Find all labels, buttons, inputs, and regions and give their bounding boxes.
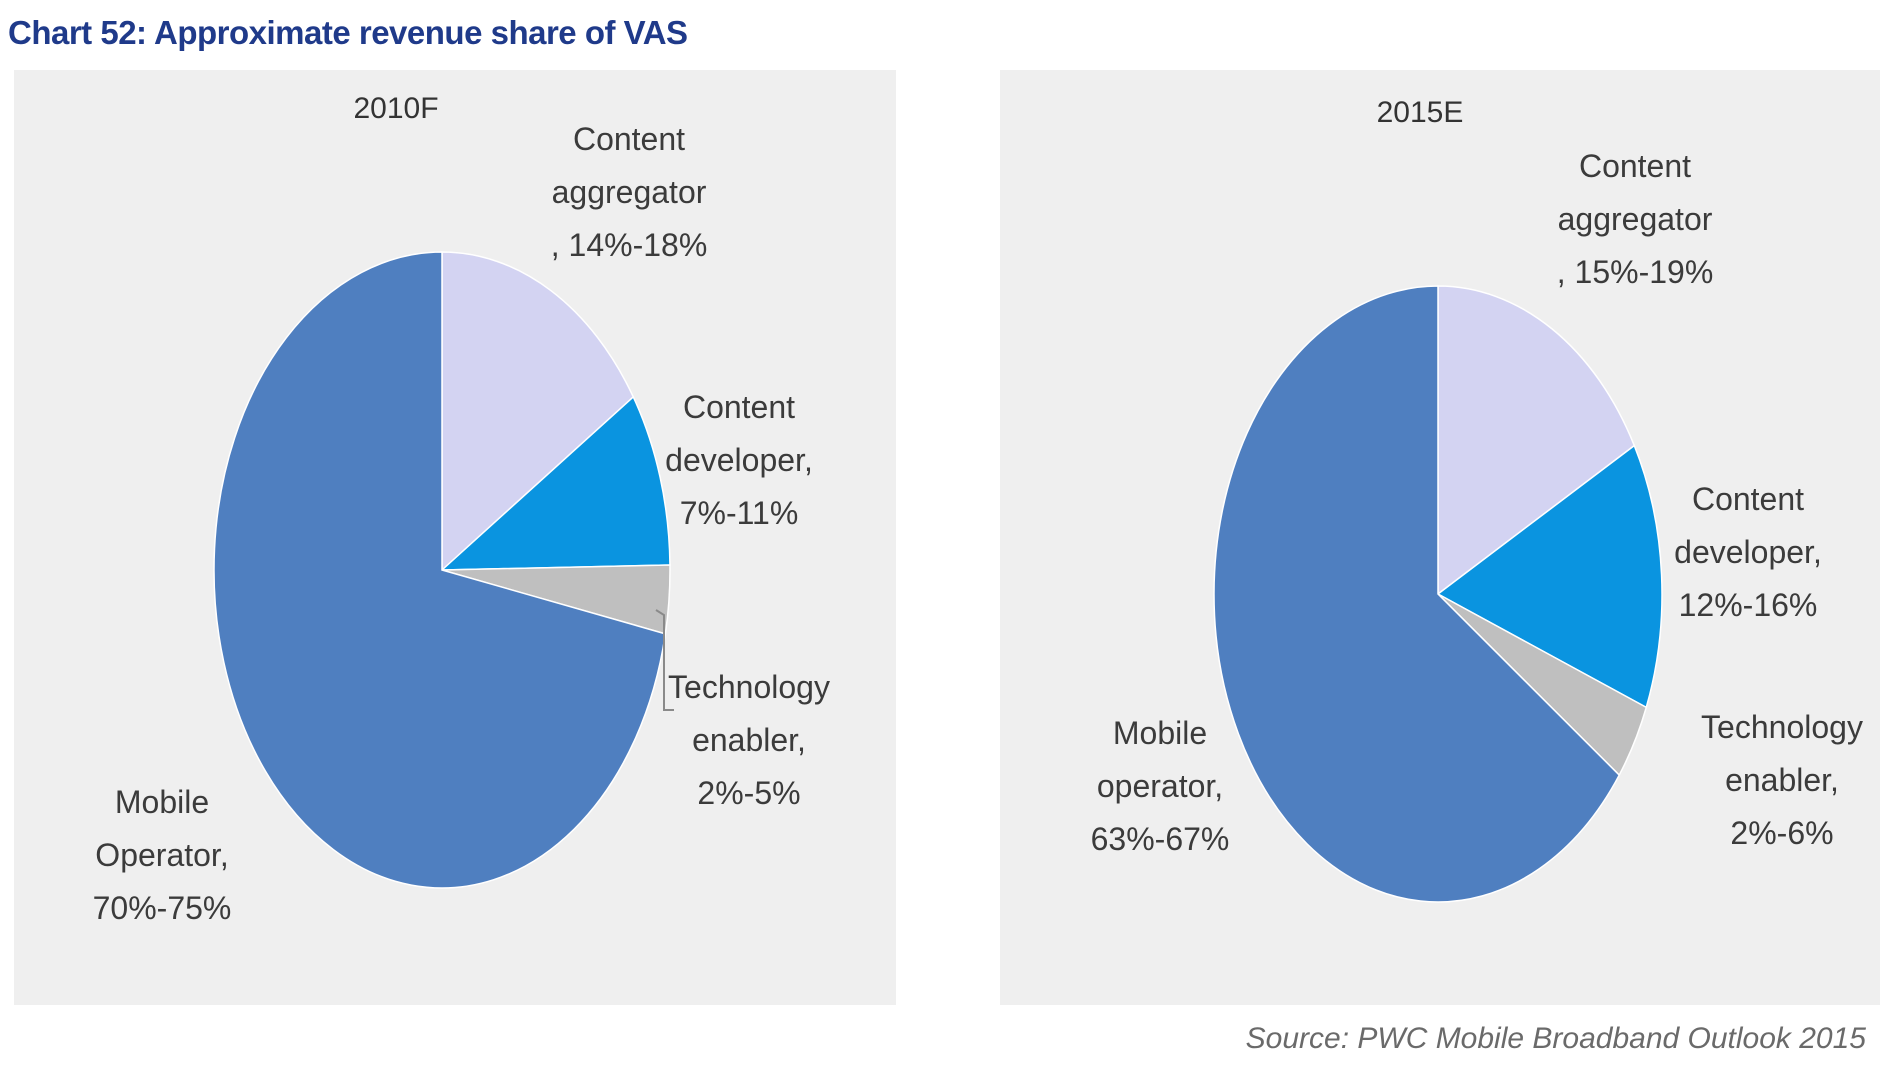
chart-title: Chart 52: Approximate revenue share of V… [8,14,688,51]
pie-label-content-aggregator-2010f: Content aggregator, 14%-18% [551,121,708,263]
pie-label-content-developer-2015e: Content developer, 12%-16% [1674,481,1822,623]
pie-slice-content-aggregator-2015e [1437,285,1636,596]
pie-chart-svg-2015e: 2015E Content aggregator, 15%-19% Content de… [1091,96,1863,903]
pie-label-technology-enabler-2010f: Technology enabler, 2%-5% [668,669,830,811]
pie-label-mobile-operator-2010f: Mobile Operator, 70%-75% [93,784,232,926]
pie-slice-mobile-operator-2010f [213,251,667,889]
pie-label-technology-enabler-2015e: Technology enabler, 2%-6% [1701,709,1863,851]
leader-line-technology-enabler-2010f [655,609,674,711]
pie-chart-2015e: 2015E Content aggregator, 15%-19% Content de… [1000,70,1880,1005]
pie-title-2015e: 2015E [1377,96,1464,129]
source-note: Source: PWC Mobile Broadband Outlook 201… [1245,1022,1866,1055]
pie-label-mobile-operator-2015e: Mobile operator, 63%-67% [1091,715,1230,857]
pie-label-content-developer-2010f: Content developer, 7%-11% [665,389,813,531]
pie-slice-content-aggregator-2010f [441,251,635,572]
pie-title-2010f: 2010F [353,92,438,125]
pie-chart-svg-2010f: 2010F Content aggregator, 14%-18% Content de… [93,92,830,926]
pie-label-content-aggregator-2015e: Content aggregator, 15%-19% [1557,148,1714,290]
pie-slice-content-developer-2015e [1436,444,1663,709]
pie-chart-2010f: 2010F Content aggregator, 14%-18% Content de… [14,70,896,1005]
pie-slice-content-developer-2010f [440,395,671,571]
pie-slice-mobile-operator-2015e [1213,285,1621,903]
